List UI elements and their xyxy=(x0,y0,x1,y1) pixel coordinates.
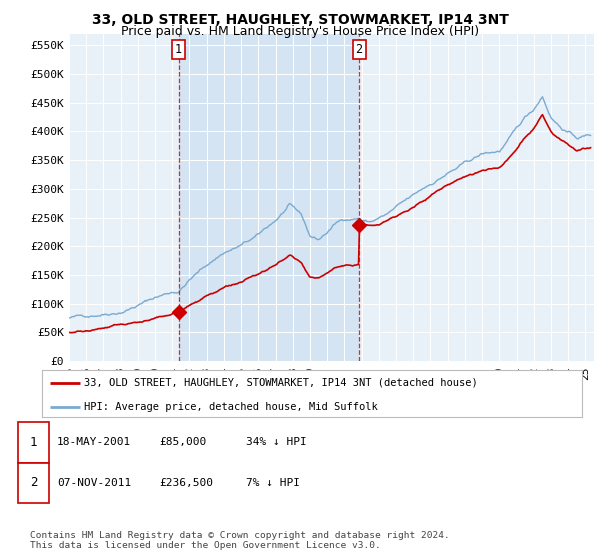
Text: 33, OLD STREET, HAUGHLEY, STOWMARKET, IP14 3NT (detached house): 33, OLD STREET, HAUGHLEY, STOWMARKET, IP… xyxy=(84,378,478,388)
Bar xyxy=(179,34,359,361)
Text: 33, OLD STREET, HAUGHLEY, STOWMARKET, IP14 3NT: 33, OLD STREET, HAUGHLEY, STOWMARKET, IP… xyxy=(92,13,508,27)
Text: HPI: Average price, detached house, Mid Suffolk: HPI: Average price, detached house, Mid … xyxy=(84,402,378,412)
Text: 34% ↓ HPI: 34% ↓ HPI xyxy=(246,437,307,447)
Text: 1: 1 xyxy=(175,43,182,56)
Text: £85,000: £85,000 xyxy=(159,437,206,447)
Text: £236,500: £236,500 xyxy=(159,478,213,488)
Text: 07-NOV-2011: 07-NOV-2011 xyxy=(57,478,131,488)
Text: Contains HM Land Registry data © Crown copyright and database right 2024.
This d: Contains HM Land Registry data © Crown c… xyxy=(30,530,450,550)
Text: 1: 1 xyxy=(30,436,37,449)
Text: 18-MAY-2001: 18-MAY-2001 xyxy=(57,437,131,447)
Text: Price paid vs. HM Land Registry's House Price Index (HPI): Price paid vs. HM Land Registry's House … xyxy=(121,25,479,38)
Text: 7% ↓ HPI: 7% ↓ HPI xyxy=(246,478,300,488)
Text: 2: 2 xyxy=(30,477,37,489)
Text: 2: 2 xyxy=(355,43,362,56)
